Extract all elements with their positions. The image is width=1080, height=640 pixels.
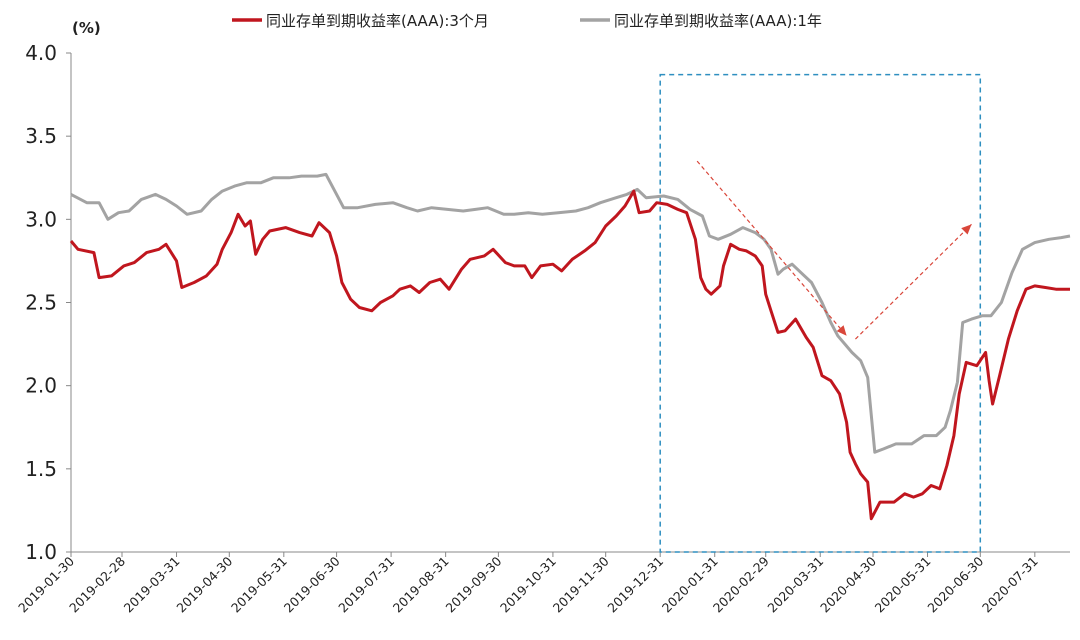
plot-area xyxy=(69,73,1071,553)
x-tick-label: 2020-06-30 xyxy=(924,553,986,615)
x-tick-label: 2019-04-30 xyxy=(173,553,235,615)
y-axis-ticks: 1.0 1.5 2.0 2.5 3.0 3.5 4.0 xyxy=(25,41,72,564)
trend-arrow-line xyxy=(696,160,848,337)
unit-label: (%) xyxy=(72,19,101,37)
x-tick-label: 2019-06-30 xyxy=(281,553,343,615)
x-tick-label: 2019-11-30 xyxy=(550,553,612,615)
highlight-box xyxy=(659,73,982,553)
trend-arrow-line xyxy=(855,223,972,340)
x-tick-label: 2019-09-30 xyxy=(443,553,505,615)
y-tick-label: 3.0 xyxy=(25,207,57,231)
y-tick-label: 4.0 xyxy=(25,41,57,65)
series-line-1y xyxy=(70,172,1071,454)
y-tick-label: 1.5 xyxy=(25,457,57,481)
trend-arrow-head xyxy=(961,224,972,235)
legend-label-1y: 同业存单到期收益率(AAA):1年 xyxy=(614,12,822,30)
y-tick-label: 2.5 xyxy=(25,291,57,315)
x-tick-label: 2020-04-30 xyxy=(817,553,879,615)
x-tick-label: 2020-07-31 xyxy=(979,554,1041,616)
x-tick-label: 2019-12-31 xyxy=(604,554,666,616)
legend: 同业存单到期收益率(AAA):3个月 同业存单到期收益率(AAA):1年 xyxy=(232,12,822,30)
x-tick-label: 2019-07-31 xyxy=(335,554,397,616)
legend-label-3m: 同业存单到期收益率(AAA):3个月 xyxy=(266,12,489,30)
y-tick-label: 2.0 xyxy=(25,374,57,398)
series-line-3m xyxy=(69,189,1070,521)
y-tick-label: 3.5 xyxy=(25,124,57,148)
x-axis-ticks: 2019-01-302019-02-282019-03-312019-04-30… xyxy=(15,551,1070,616)
y-tick-label: 1.0 xyxy=(25,540,57,564)
trend-arrow-head xyxy=(836,325,847,336)
